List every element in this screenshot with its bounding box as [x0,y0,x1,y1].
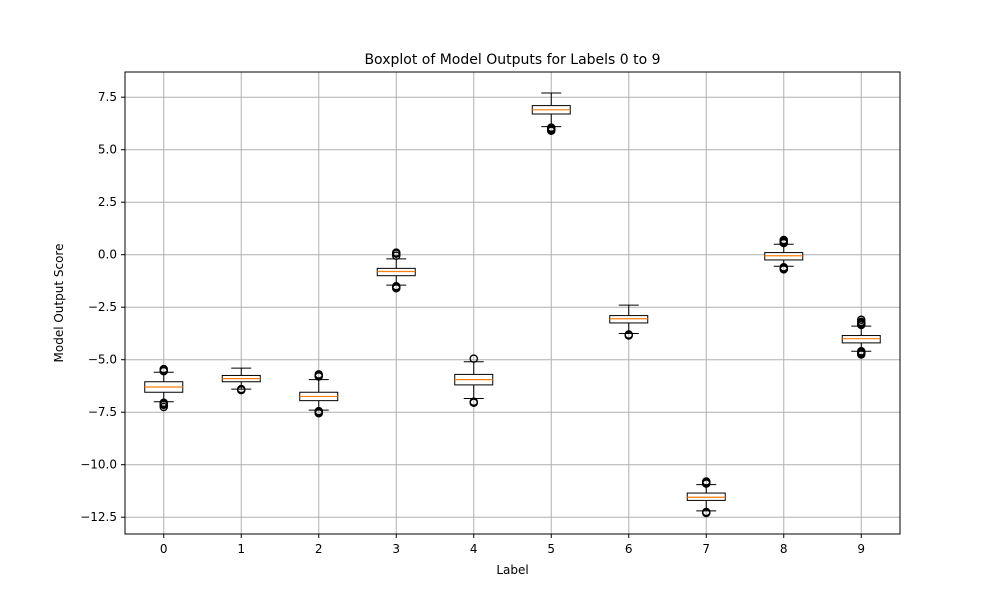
x-axis-label: Label [496,563,528,577]
outlier-point [391,284,401,293]
y-tick-label: 5.0 [98,143,117,157]
x-tick-label: 8 [780,542,788,556]
tick-layer: 0 1 2 3 4 5 6 7 8 9 7.5 5.0 2.5 0.0 −2.5 −5.0 −7.5 −10.0 −… [80,90,865,556]
x-tick-label: 9 [857,542,865,556]
outlier-point [314,406,323,416]
outlier-point [702,508,711,518]
outlier-point [857,320,866,330]
outlier-point [469,354,478,363]
box-layer [144,92,881,518]
y-tick-label: −7.5 [88,405,117,419]
box-group-7 [686,477,726,518]
box-group-0 [144,364,184,412]
outlier-point [469,397,478,406]
x-tick-label: 3 [392,542,400,556]
y-axis-label: Model Output Score [52,244,66,363]
y-tick-label: 7.5 [98,90,117,104]
outlier-point [159,366,168,376]
plot-area-frame [124,71,901,535]
x-tick-label: 2 [315,542,323,556]
outlier-point [624,331,634,340]
y-tick-label: −2.5 [88,300,117,314]
outlier-point [702,479,711,488]
y-tick-label: −10.0 [80,458,117,472]
box-group-8 [764,235,804,274]
box-group-5 [531,92,571,136]
outlier-point [857,350,866,359]
outlier-point [857,315,866,325]
box-group-1 [221,367,261,395]
box-group-9 [841,315,881,359]
box-group-2 [299,370,339,418]
box-group-6 [609,304,649,340]
outlier-point [314,370,323,379]
x-tick-label: 5 [547,542,555,556]
chart-title: Boxplot of Model Outputs for Labels 0 to… [364,52,660,68]
y-tick-label: 2.5 [98,195,117,209]
x-tick-label: 4 [470,542,478,556]
outlier-point [159,402,168,412]
outlier-point [779,238,789,248]
outlier-point [391,248,401,257]
x-tick-label: 7 [702,542,710,556]
y-tick-label: −5.0 [88,353,117,367]
box-group-3 [376,248,416,293]
y-tick-label: 0.0 [98,248,117,262]
x-tick-label: 0 [160,542,168,556]
outlier-point [779,235,789,245]
outlier-point [547,126,556,136]
y-tick-label: −12.5 [80,510,117,524]
x-tick-label: 1 [237,542,245,556]
box-group-4 [454,354,494,407]
outlier-point [779,263,789,272]
outlier-point [236,385,246,395]
x-tick-label: 6 [625,542,633,556]
